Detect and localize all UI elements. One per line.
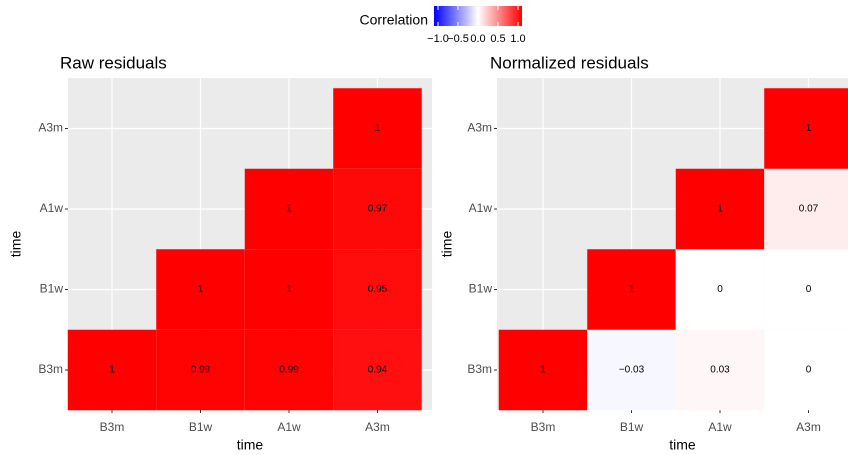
y-axis-title: time: [439, 231, 455, 258]
cell-label: 0.07: [799, 204, 819, 215]
cell-label: −0.03: [619, 365, 645, 376]
cell-label: 1: [717, 204, 723, 215]
heatmap-cell: [333, 249, 422, 330]
cell-label: 1: [806, 123, 812, 134]
cell-label: 0.99: [279, 365, 299, 376]
cell-label: 0.03: [710, 365, 730, 376]
colorbar-tick-label: −1.0: [427, 33, 449, 45]
heatmap-cell: [244, 249, 334, 330]
cell-label: 1: [198, 284, 204, 295]
cell-label: 1: [629, 284, 635, 295]
y-tick-label: A3m: [38, 121, 63, 135]
x-tick-label: B3m: [100, 420, 125, 434]
y-tick-label: A1w: [469, 201, 493, 215]
y-tick-label: A3m: [467, 121, 492, 135]
y-tick-label: B3m: [467, 362, 492, 376]
y-tick-label: A1w: [40, 201, 64, 215]
colorbar-tick-label: 1.0: [510, 33, 525, 45]
y-tick-label: B1w: [40, 282, 64, 296]
x-tick-label: B3m: [531, 420, 556, 434]
heatmap-cell: [333, 88, 422, 169]
legend-title: Correlation: [360, 12, 428, 28]
heatmap-cell: [67, 329, 157, 411]
cell-label: 0.97: [368, 204, 388, 215]
cell-label: 0: [717, 284, 723, 295]
cell-label: 1: [286, 204, 292, 215]
heatmap-cell: [244, 329, 334, 411]
heatmap-cell: [675, 249, 765, 330]
heatmap-cell: [244, 168, 334, 250]
cell-label: 0.99: [191, 365, 211, 376]
colorbar-tick-label: −0.5: [447, 33, 469, 45]
cell-label: 1: [375, 123, 381, 134]
cell-label: 1: [109, 365, 115, 376]
cell-label: 0.95: [368, 284, 388, 295]
x-axis-title: time: [669, 437, 696, 453]
heatmap-cell: [156, 329, 245, 411]
heatmap-cell: [333, 168, 422, 250]
x-tick-label: A3m: [796, 420, 821, 434]
heatmap-cell: [764, 88, 848, 169]
cell-label: 1: [540, 365, 546, 376]
chart-title: Normalized residuals: [490, 53, 649, 72]
colorbar: [434, 6, 522, 26]
x-tick-label: B1w: [189, 420, 213, 434]
cell-label: 0: [806, 284, 812, 295]
x-tick-label: A3m: [365, 420, 390, 434]
x-axis-title: time: [237, 437, 264, 453]
x-tick-label: A1w: [708, 420, 732, 434]
heatmap-cell: [498, 329, 588, 411]
heatmap-cell: [675, 329, 765, 411]
cell-label: 0.94: [368, 365, 388, 376]
y-axis-title: time: [8, 231, 24, 258]
cell-label: 1: [286, 284, 292, 295]
heatmap-cell: [764, 329, 848, 411]
x-tick-label: A1w: [277, 420, 301, 434]
y-tick-label: B3m: [38, 362, 63, 376]
heatmap-cell: [764, 168, 848, 250]
heatmap-cell: [587, 249, 676, 330]
heatmap-cell: [587, 329, 676, 411]
colorbar-tick-label: 0.5: [490, 33, 505, 45]
heatmap-cell: [156, 249, 245, 330]
heatmap-cell: [764, 249, 848, 330]
y-tick-label: B1w: [469, 282, 493, 296]
chart-title: Raw residuals: [60, 53, 167, 72]
heatmap-cell: [675, 168, 765, 250]
colorbar-tick-label: 0.0: [470, 33, 485, 45]
cell-label: 0: [806, 365, 812, 376]
heatmap-cell: [333, 329, 422, 411]
x-tick-label: B1w: [620, 420, 644, 434]
